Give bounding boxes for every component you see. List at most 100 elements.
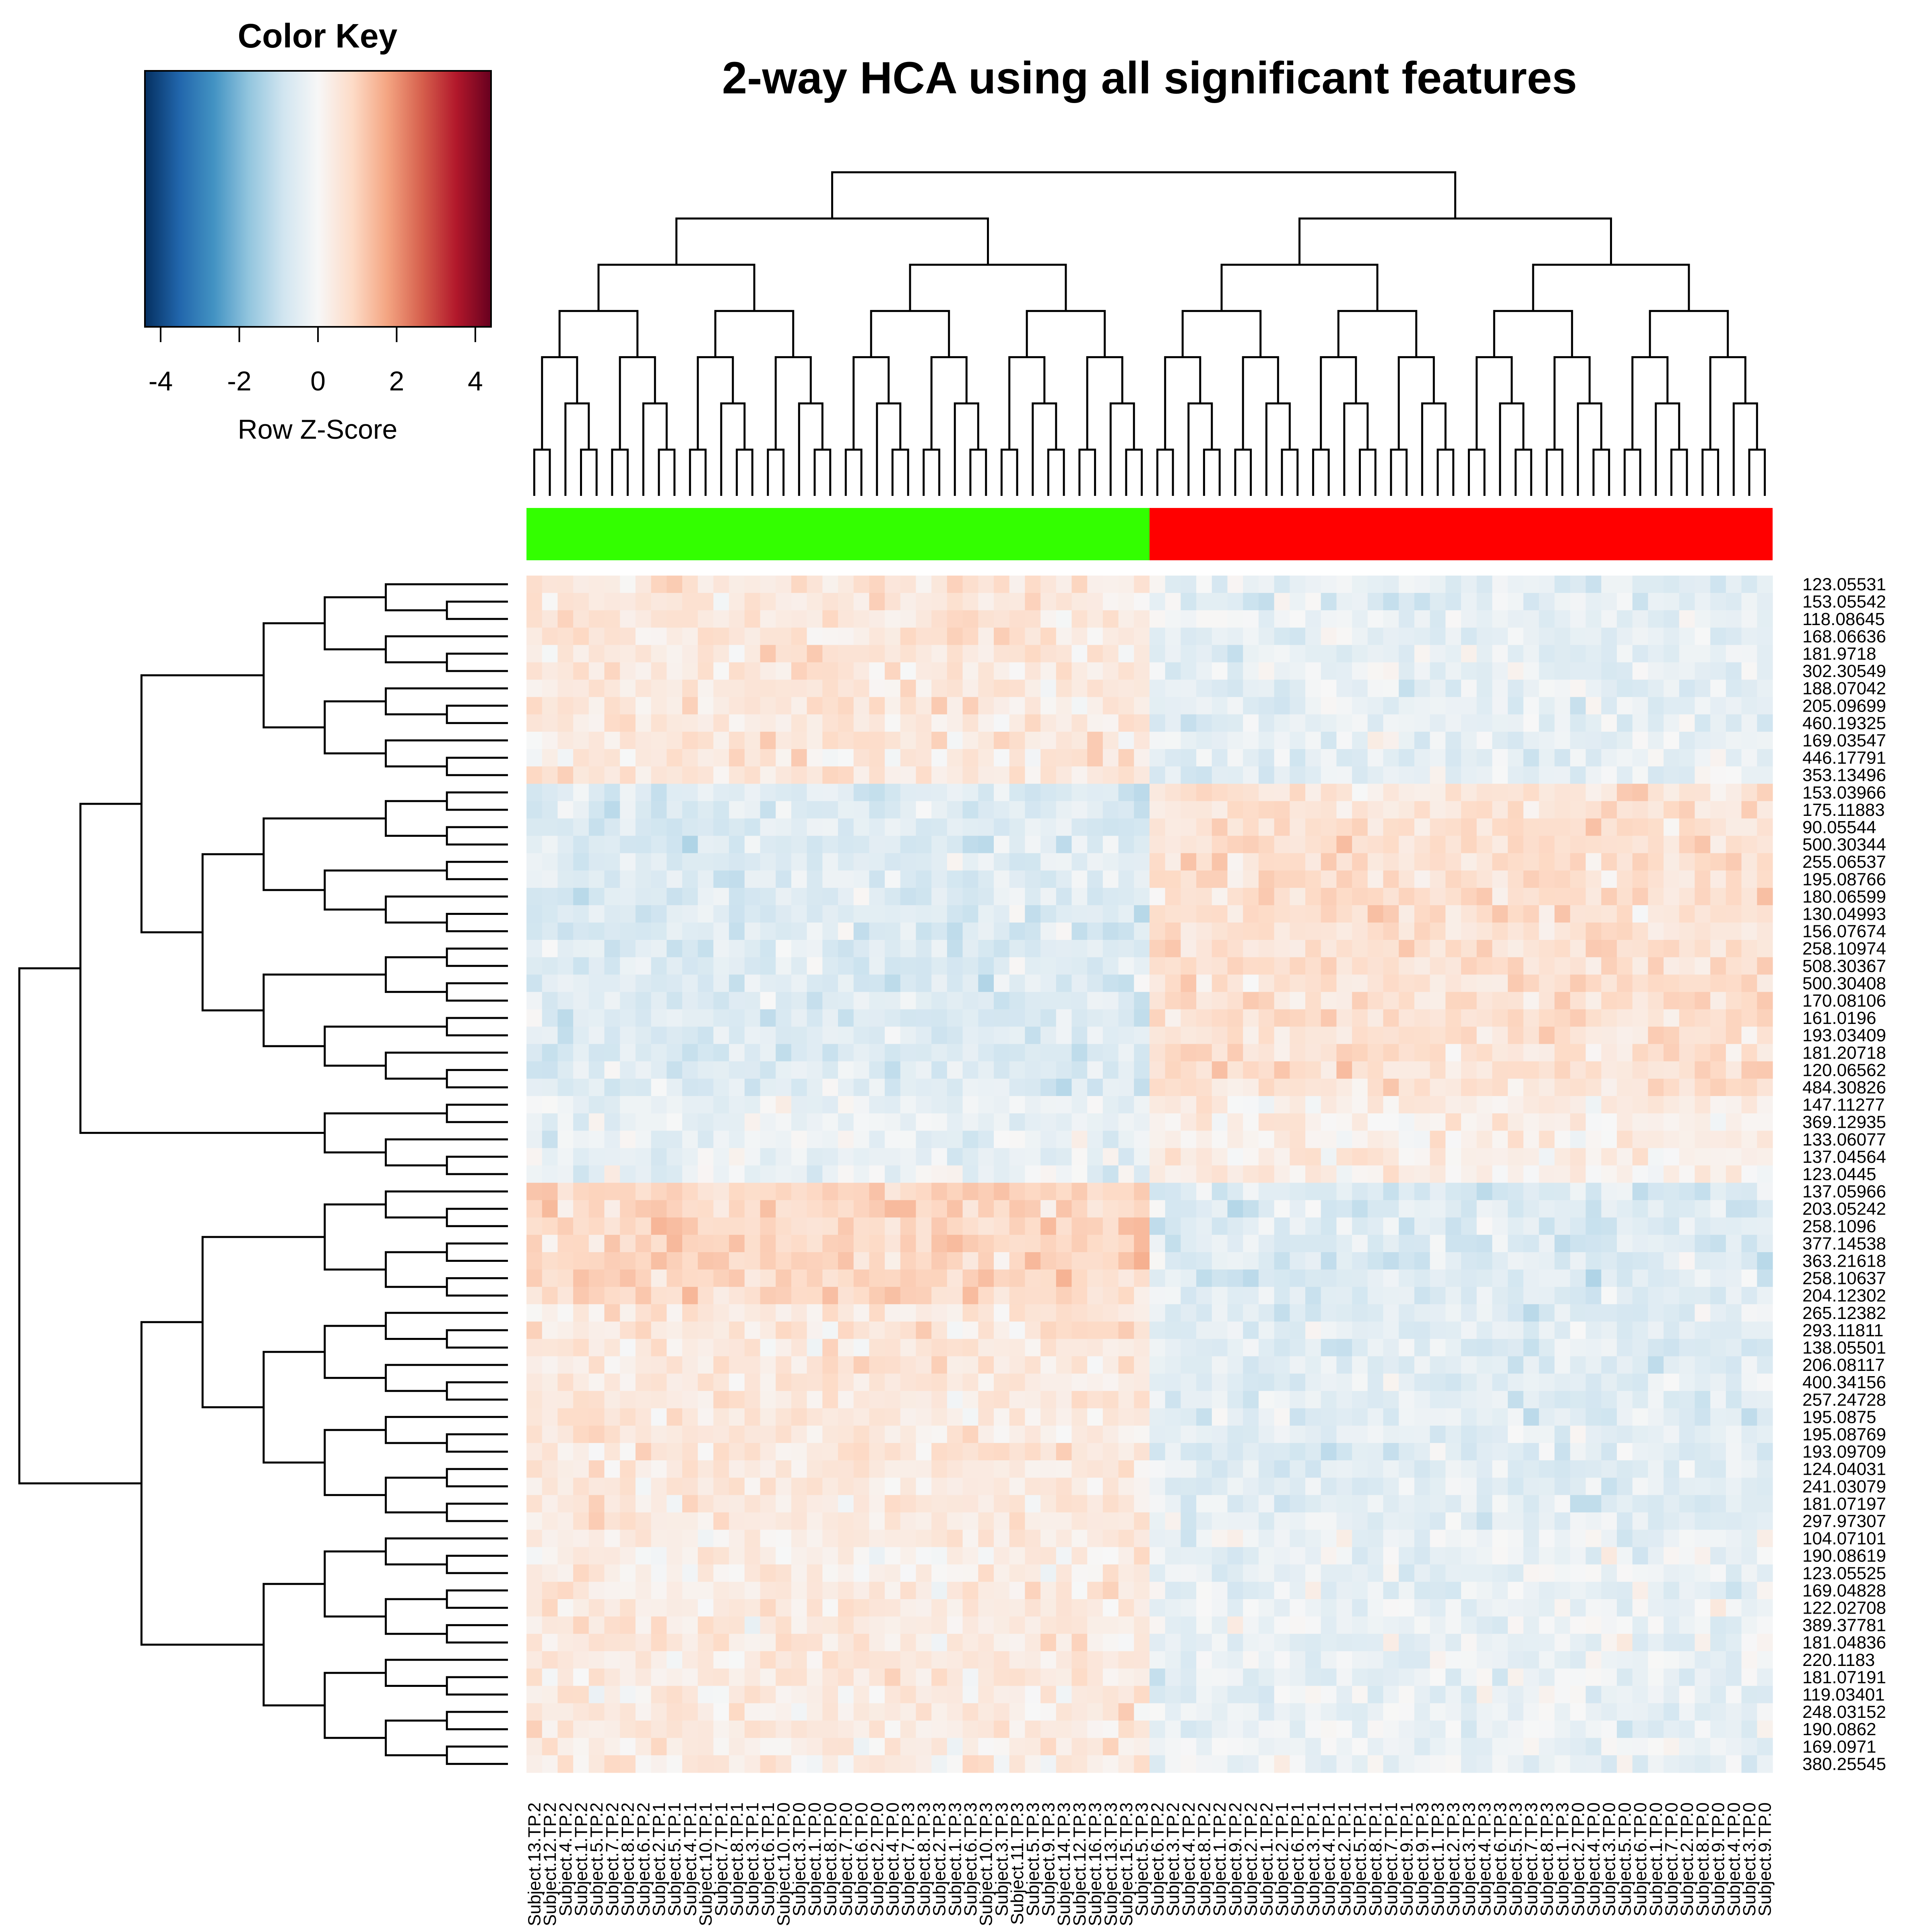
heatmap-cell: [557, 1530, 574, 1548]
column-dendrogram-branch: [1546, 448, 1564, 496]
heatmap-cell: [1352, 1321, 1368, 1340]
heatmap-cell: [1617, 1356, 1633, 1374]
heatmap-cell: [635, 974, 652, 993]
column-dendrogram-branch: [658, 448, 676, 496]
heatmap-cell: [885, 1183, 901, 1201]
heatmap-cell: [916, 627, 932, 645]
heatmap-cell: [1009, 974, 1025, 993]
heatmap-cell: [1009, 679, 1025, 698]
heatmap-cell: [1071, 905, 1088, 923]
heatmap-cell: [729, 974, 745, 993]
heatmap-cell: [994, 1495, 1010, 1513]
heatmap-cell: [791, 1026, 807, 1044]
heatmap-cell: [682, 974, 698, 993]
heatmap-cell: [900, 662, 916, 680]
heatmap-cell: [1664, 1425, 1680, 1443]
heatmap-cell: [1741, 1530, 1757, 1548]
heatmap-cell: [604, 1512, 620, 1530]
heatmap-cell: [604, 1287, 620, 1305]
heatmap-cell: [1367, 1373, 1384, 1391]
heatmap-cell: [1196, 1581, 1212, 1600]
column-dendrogram-branch: [675, 217, 989, 265]
heatmap-cell: [947, 1495, 963, 1513]
heatmap-cell: [604, 1339, 620, 1357]
heatmap-cell: [667, 1599, 683, 1617]
heatmap-cell: [1508, 1234, 1524, 1253]
heatmap-cell: [698, 1547, 714, 1565]
heatmap-cell: [1617, 1339, 1633, 1357]
heatmap-cell: [1383, 888, 1399, 906]
heatmap-cell: [1430, 662, 1446, 680]
heatmap-cell: [1321, 1234, 1337, 1253]
heatmap-cell: [1601, 801, 1617, 819]
heatmap-cell: [1352, 1356, 1368, 1374]
heatmap-cell: [526, 1599, 543, 1617]
heatmap-cell: [1585, 645, 1602, 663]
heatmap-cell: [1227, 1148, 1243, 1166]
heatmap-cell: [1414, 1078, 1430, 1096]
heatmap-cell: [1414, 1356, 1430, 1374]
heatmap-cell: [1118, 784, 1134, 801]
heatmap-cell: [931, 1495, 947, 1513]
heatmap-cell: [1118, 801, 1134, 819]
heatmap-cell: [1181, 1304, 1197, 1322]
heatmap-cell: [791, 1113, 807, 1131]
heatmap-cell: [1165, 974, 1181, 993]
heatmap-cell: [1741, 1078, 1757, 1096]
heatmap-cell: [573, 1373, 589, 1391]
heatmap-cell: [1726, 679, 1742, 698]
heatmap-cell: [1383, 1044, 1399, 1062]
heatmap-cell: [1181, 940, 1197, 958]
heatmap-cell: [1025, 801, 1041, 819]
heatmap-cell: [1352, 627, 1368, 645]
heatmap-cell: [1367, 1512, 1384, 1530]
heatmap-cell: [1695, 818, 1711, 836]
heatmap-cell: [1227, 1113, 1243, 1131]
heatmap-cell: [682, 714, 698, 732]
heatmap-cell: [1741, 1321, 1757, 1340]
heatmap-cell: [1150, 801, 1166, 819]
heatmap-cell: [667, 1408, 683, 1426]
heatmap-cell: [588, 1026, 605, 1044]
heatmap-cell: [1757, 697, 1773, 715]
heatmap-cell: [978, 749, 994, 767]
heatmap-cell: [916, 992, 932, 1010]
heatmap-cell: [651, 888, 667, 906]
heatmap-cell: [994, 610, 1010, 628]
heatmap-cell: [1461, 645, 1477, 663]
heatmap-cell: [557, 1200, 574, 1218]
row-dendrogram-branch: [446, 982, 508, 1002]
heatmap-cell: [1741, 593, 1757, 611]
heatmap-cell: [573, 610, 589, 628]
heatmap-cell: [1570, 714, 1586, 732]
heatmap-cell: [1508, 1356, 1524, 1374]
column-dendrogram-branch: [1203, 448, 1221, 496]
heatmap-cell: [1461, 1061, 1477, 1079]
heatmap-cell: [573, 662, 589, 680]
heatmap-cell: [869, 1183, 885, 1201]
heatmap-cell: [1367, 1009, 1384, 1027]
heatmap-cell: [1118, 679, 1134, 698]
heatmap-cell: [1056, 1478, 1072, 1495]
heatmap-cell: [1196, 1269, 1212, 1287]
heatmap-cell: [1196, 1078, 1212, 1096]
heatmap-cell: [1118, 610, 1134, 628]
heatmap-cell: [1118, 645, 1134, 663]
heatmap-cell: [1087, 645, 1103, 663]
heatmap-cell: [1150, 1026, 1166, 1044]
heatmap-cell: [1632, 1460, 1648, 1478]
heatmap-cell: [1757, 853, 1773, 871]
heatmap-cell: [588, 836, 605, 854]
heatmap-cell: [542, 1200, 558, 1218]
heatmap-cell: [1695, 888, 1711, 906]
heatmap-cell: [1414, 1183, 1430, 1201]
heatmap-cell: [916, 1339, 932, 1357]
heatmap-cell: [1134, 731, 1150, 749]
heatmap-cell: [1274, 662, 1290, 680]
heatmap-cell: [1243, 1026, 1259, 1044]
heatmap-cell: [1243, 1061, 1259, 1079]
heatmap-cell: [1664, 1009, 1680, 1027]
heatmap-cell: [1040, 1026, 1057, 1044]
heatmap-cell: [1601, 1044, 1617, 1062]
heatmap-cell: [931, 1356, 947, 1374]
